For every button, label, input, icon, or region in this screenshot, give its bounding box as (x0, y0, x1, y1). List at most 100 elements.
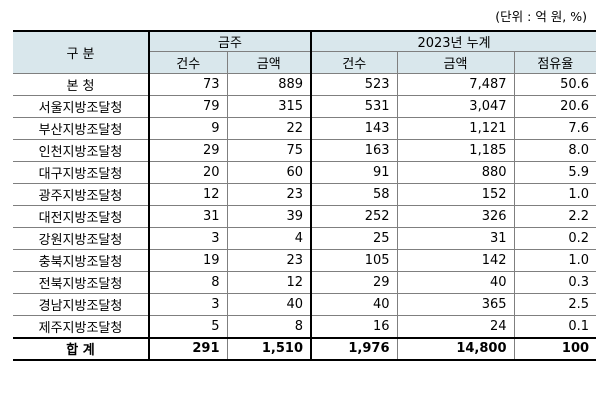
procurement-table: 구 분 금주 2023년 누계 건수 금액 건수 금액 점유율 본 청 73 889… (13, 30, 597, 361)
row-name: 제주지방조달청 (13, 315, 150, 338)
header-col-share: 점유율 (513, 51, 597, 74)
cell-week-amount: 40 (226, 293, 313, 316)
table-row: 서울지방조달청 79 315 531 3,047 20.6 (13, 95, 597, 118)
header-row-2: 건수 금액 건수 금액 점유율 (13, 51, 597, 74)
header-col-count: 건수 (310, 51, 398, 74)
cell-year-amount: 14,800 (396, 336, 515, 360)
cell-week-count: 31 (148, 205, 228, 228)
total-row: 합 계 291 1,510 1,976 14,800 100 (13, 336, 597, 360)
cell-year-amount: 326 (396, 205, 515, 228)
cell-share: 0.3 (513, 271, 597, 294)
cell-week-amount: 22 (226, 117, 313, 140)
cell-week-count: 73 (148, 73, 228, 96)
table-row: 전북지방조달청 8 12 29 40 0.3 (13, 271, 597, 294)
table-row: 경남지방조달청 3 40 40 365 2.5 (13, 293, 597, 316)
cell-week-amount: 8 (226, 315, 313, 338)
cell-share: 7.6 (513, 117, 597, 140)
header-category: 구 분 (13, 30, 150, 74)
cell-week-count: 12 (148, 183, 228, 206)
row-name: 부산지방조달청 (13, 117, 150, 140)
cell-week-amount: 1,510 (226, 336, 313, 360)
cell-year-amount: 7,487 (396, 73, 515, 96)
cell-week-amount: 39 (226, 205, 313, 228)
cell-year-amount: 152 (396, 183, 515, 206)
cell-year-amount: 24 (396, 315, 515, 338)
row-name: 경남지방조달청 (13, 293, 150, 316)
cell-week-amount: 12 (226, 271, 313, 294)
cell-week-count: 291 (148, 336, 228, 360)
header-year-total: 2023년 누계 (310, 30, 597, 52)
cell-year-count: 29 (310, 271, 398, 294)
row-name: 본 청 (13, 73, 150, 96)
table-row: 광주지방조달청 12 23 58 152 1.0 (13, 183, 597, 206)
cell-week-amount: 60 (226, 161, 313, 184)
cell-year-amount: 40 (396, 271, 515, 294)
cell-year-count: 40 (310, 293, 398, 316)
cell-week-count: 8 (148, 271, 228, 294)
cell-year-amount: 3,047 (396, 95, 515, 118)
cell-year-count: 16 (310, 315, 398, 338)
cell-year-amount: 365 (396, 293, 515, 316)
cell-week-count: 79 (148, 95, 228, 118)
header-col-amount: 금액 (396, 51, 515, 74)
cell-share: 50.6 (513, 73, 597, 96)
cell-year-count: 531 (310, 95, 398, 118)
row-name: 인천지방조달청 (13, 139, 150, 162)
table-row: 부산지방조달청 9 22 143 1,121 7.6 (13, 117, 597, 140)
cell-share: 2.2 (513, 205, 597, 228)
header-this-week: 금주 (148, 30, 313, 52)
cell-year-count: 58 (310, 183, 398, 206)
row-name: 대구지방조달청 (13, 161, 150, 184)
cell-week-amount: 315 (226, 95, 313, 118)
cell-year-amount: 1,121 (396, 117, 515, 140)
cell-week-count: 29 (148, 139, 228, 162)
cell-year-amount: 1,185 (396, 139, 515, 162)
cell-year-amount: 880 (396, 161, 515, 184)
cell-year-count: 252 (310, 205, 398, 228)
cell-week-count: 9 (148, 117, 228, 140)
table-row: 강원지방조달청 3 4 25 31 0.2 (13, 227, 597, 250)
table-row: 충북지방조달청 19 23 105 142 1.0 (13, 249, 597, 272)
cell-share: 5.9 (513, 161, 597, 184)
table-row: 대구지방조달청 20 60 91 880 5.9 (13, 161, 597, 184)
row-name: 전북지방조달청 (13, 271, 150, 294)
cell-share: 20.6 (513, 95, 597, 118)
header-col-count: 건수 (149, 51, 228, 74)
cell-week-count: 20 (148, 161, 228, 184)
row-name: 서울지방조달청 (13, 95, 150, 118)
cell-week-count: 3 (148, 293, 228, 316)
cell-week-amount: 4 (226, 227, 313, 250)
cell-week-amount: 23 (226, 249, 313, 272)
cell-share: 8.0 (513, 139, 597, 162)
row-name: 합 계 (13, 336, 150, 360)
table-row: 대전지방조달청 31 39 252 326 2.2 (13, 205, 597, 228)
cell-year-count: 105 (310, 249, 398, 272)
cell-share: 1.0 (513, 249, 597, 272)
cell-share: 1.0 (513, 183, 597, 206)
cell-year-count: 1,976 (310, 336, 398, 360)
cell-week-count: 19 (148, 249, 228, 272)
cell-year-count: 523 (310, 73, 398, 96)
table-row: 제주지방조달청 5 8 16 24 0.1 (13, 315, 597, 338)
row-name: 충북지방조달청 (13, 249, 150, 272)
cell-year-count: 143 (310, 117, 398, 140)
table-row: 본 청 73 889 523 7,487 50.6 (13, 73, 597, 96)
row-name: 강원지방조달청 (13, 227, 150, 250)
cell-week-count: 5 (148, 315, 228, 338)
cell-year-amount: 142 (396, 249, 515, 272)
row-name: 대전지방조달청 (13, 205, 150, 228)
cell-week-amount: 23 (226, 183, 313, 206)
cell-week-amount: 889 (226, 73, 313, 96)
cell-week-amount: 75 (226, 139, 313, 162)
row-name: 광주지방조달청 (13, 183, 150, 206)
unit-note: (단위 : 억 원, %) (495, 9, 587, 24)
table-row: 인천지방조달청 29 75 163 1,185 8.0 (13, 139, 597, 162)
header-row-1: 구 분 금주 2023년 누계 (13, 30, 597, 74)
cell-year-count: 163 (310, 139, 398, 162)
cell-share: 0.2 (513, 227, 597, 250)
cell-week-count: 3 (148, 227, 228, 250)
cell-share: 2.5 (513, 293, 597, 316)
header-col-amount: 금액 (226, 51, 313, 74)
cell-year-amount: 31 (396, 227, 515, 250)
cell-share: 100 (513, 336, 597, 360)
